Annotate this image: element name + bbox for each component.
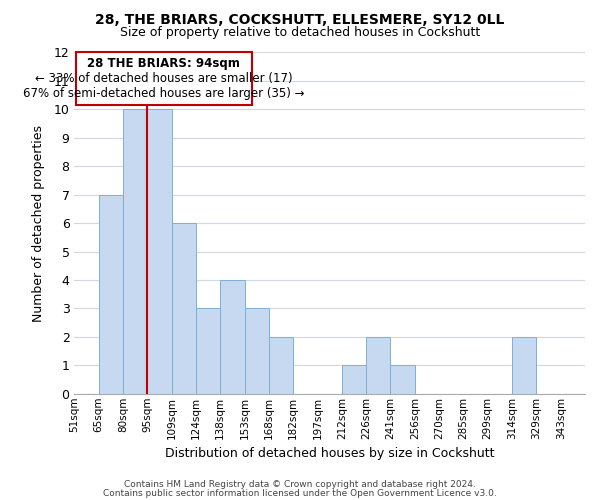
- Text: 28 THE BRIARS: 94sqm: 28 THE BRIARS: 94sqm: [87, 57, 240, 70]
- Bar: [342, 366, 366, 394]
- Text: Size of property relative to detached houses in Cockshutt: Size of property relative to detached ho…: [120, 26, 480, 39]
- Text: ← 33% of detached houses are smaller (17): ← 33% of detached houses are smaller (17…: [35, 72, 293, 85]
- Bar: [366, 337, 391, 394]
- Bar: [172, 223, 196, 394]
- X-axis label: Distribution of detached houses by size in Cockshutt: Distribution of detached houses by size …: [165, 447, 494, 460]
- Y-axis label: Number of detached properties: Number of detached properties: [32, 124, 46, 322]
- Bar: [196, 308, 220, 394]
- Bar: [76, 52, 252, 105]
- Bar: [269, 337, 293, 394]
- Bar: [98, 194, 123, 394]
- Text: 67% of semi-detached houses are larger (35) →: 67% of semi-detached houses are larger (…: [23, 87, 304, 100]
- Bar: [220, 280, 245, 394]
- Bar: [123, 110, 148, 394]
- Text: Contains HM Land Registry data © Crown copyright and database right 2024.: Contains HM Land Registry data © Crown c…: [124, 480, 476, 489]
- Text: 28, THE BRIARS, COCKSHUTT, ELLESMERE, SY12 0LL: 28, THE BRIARS, COCKSHUTT, ELLESMERE, SY…: [95, 12, 505, 26]
- Text: Contains public sector information licensed under the Open Government Licence v3: Contains public sector information licen…: [103, 490, 497, 498]
- Bar: [512, 337, 536, 394]
- Bar: [245, 308, 269, 394]
- Bar: [391, 366, 415, 394]
- Bar: [148, 110, 172, 394]
